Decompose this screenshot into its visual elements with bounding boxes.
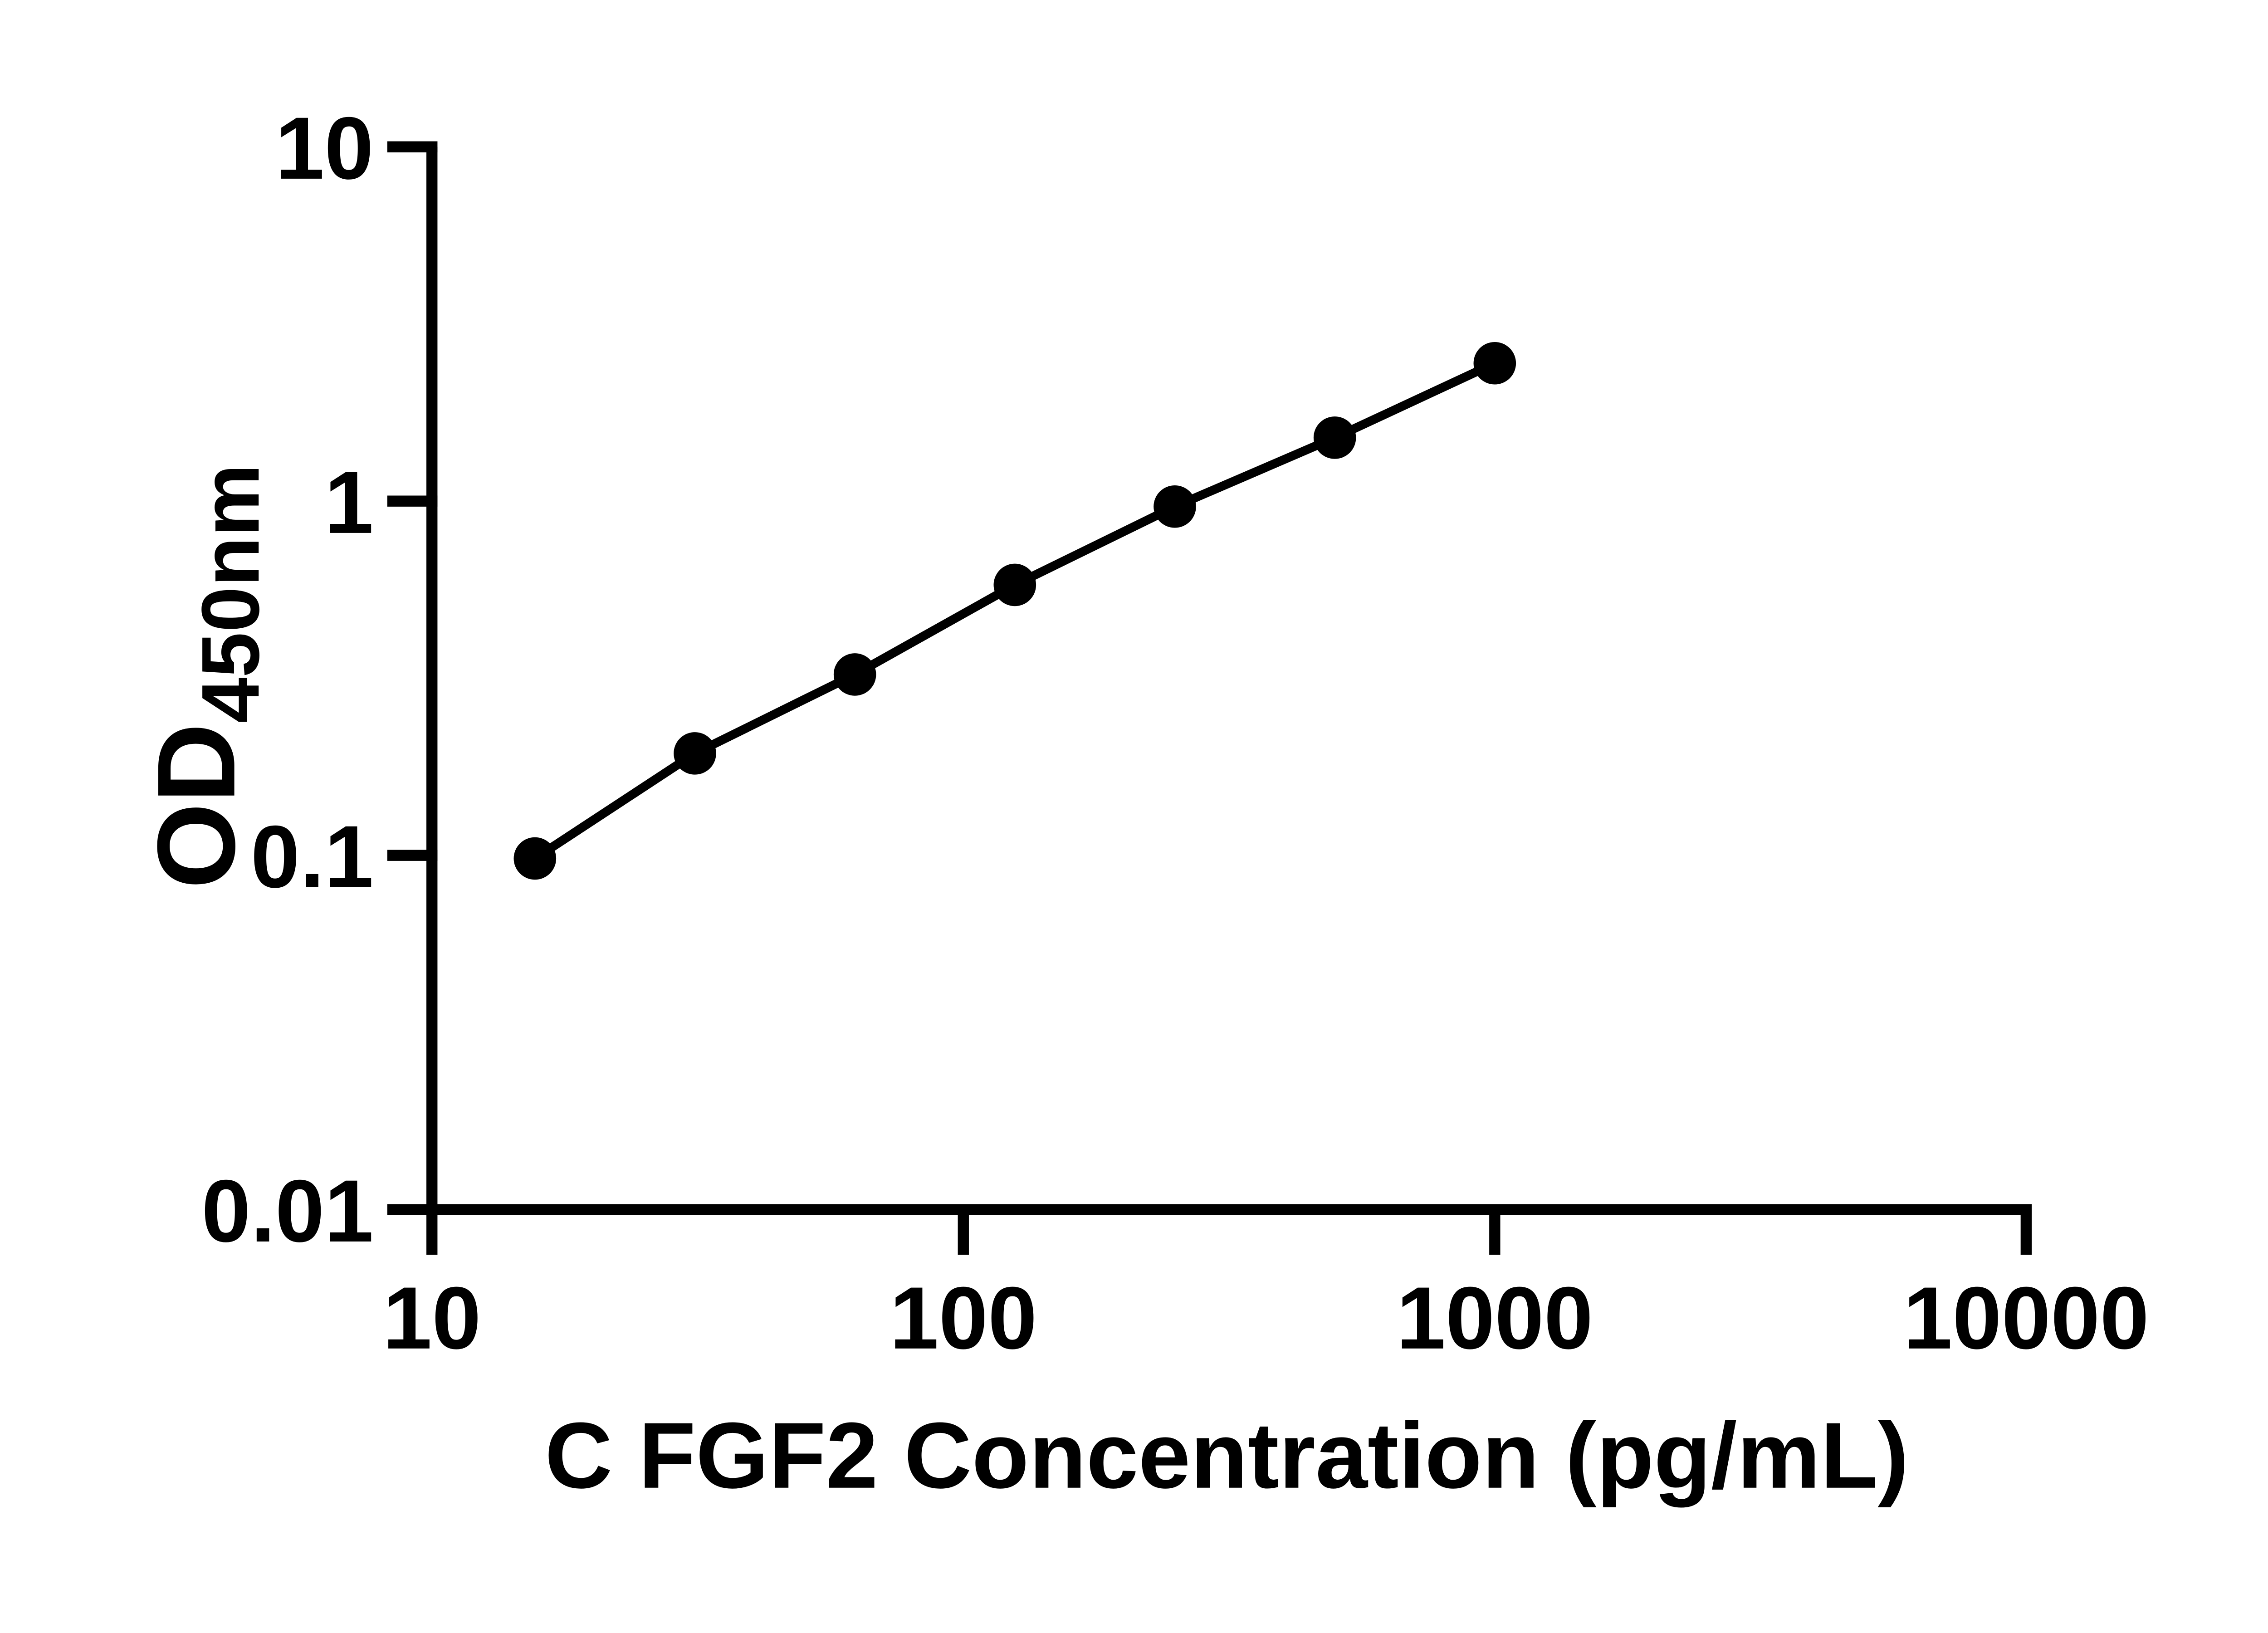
x-axis-title: C FGF2 Concentration (pg/mL) [545, 1403, 1909, 1508]
data-point-marker [674, 732, 716, 775]
y-axis-title-subscript: 450nm [185, 464, 276, 723]
y-axis-title: OD450nm [134, 464, 277, 889]
x-axis-tick-label: 10 [383, 1269, 481, 1368]
data-point-marker [1473, 342, 1516, 385]
data-point-marker [513, 837, 557, 880]
data-point-marker [833, 653, 876, 696]
y-axis-tick-label: 1 [324, 454, 373, 552]
y-axis-tick-label: 10 [275, 99, 374, 198]
y-axis-title-main: OD [134, 723, 258, 889]
x-axis-tick-label: 10000 [1903, 1269, 2149, 1368]
data-point-marker [993, 563, 1036, 606]
x-axis-tick-label: 100 [890, 1269, 1037, 1368]
x-axis-tick-label: 1000 [1396, 1269, 1593, 1368]
data-point-marker [1313, 416, 1356, 459]
y-axis-tick-label: 0.01 [201, 1162, 373, 1261]
elisa-standard-curve-figure: 10 1 0.1 0.01 10 100 1000 10000 C FGF2 Concentra… [134, 99, 2149, 1508]
y-axis-tick-label: 0.1 [251, 808, 374, 906]
data-point-marker [1154, 485, 1196, 528]
